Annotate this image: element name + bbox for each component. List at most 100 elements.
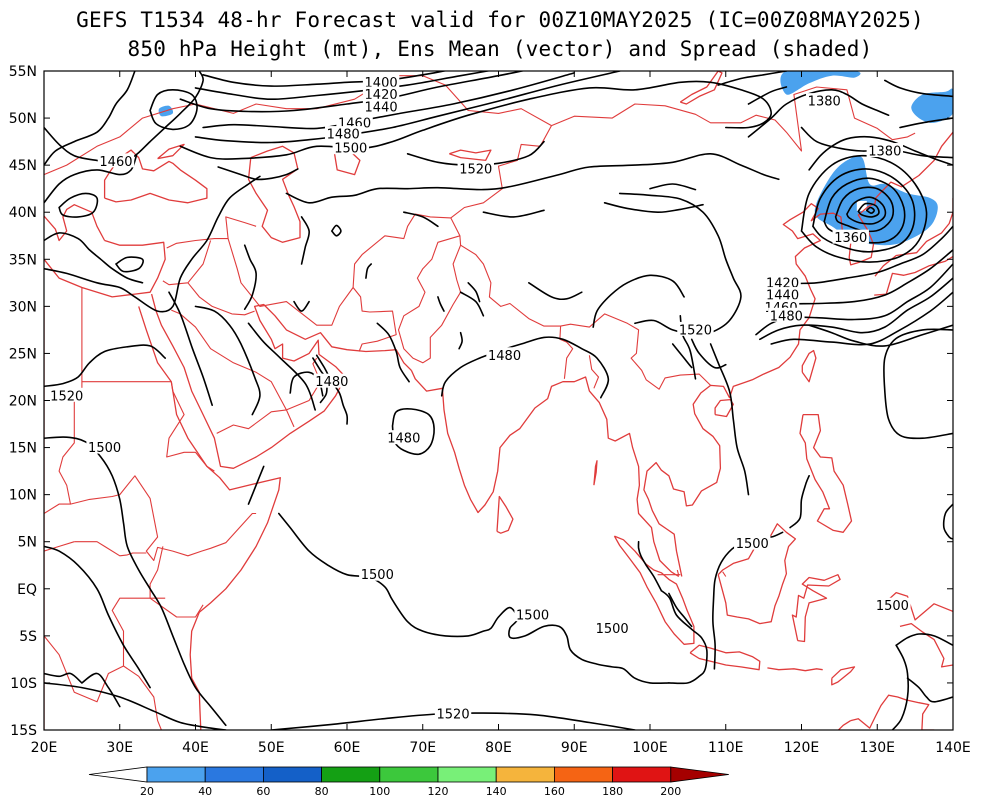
coastline — [791, 574, 841, 643]
height-contour — [44, 71, 136, 166]
contour-label: 1500 — [876, 599, 909, 614]
colorbar-label: 80 — [315, 785, 329, 798]
coastline — [613, 535, 695, 645]
height-contour — [58, 192, 99, 218]
height-contour — [459, 291, 485, 317]
country-border — [216, 357, 322, 434]
contour-label-bg — [514, 607, 551, 622]
contour-label-bg — [48, 387, 85, 402]
contour-label-layer: 1400142014401460148015001520146013801380… — [48, 74, 911, 722]
country-border — [162, 240, 212, 286]
height-contour — [44, 154, 138, 204]
lat-tick-label: 40N — [9, 205, 37, 221]
coastline — [767, 667, 823, 672]
contour-label: 1500 — [736, 537, 769, 552]
height-contour — [800, 126, 953, 159]
height-contour — [800, 154, 928, 263]
coastline — [850, 694, 935, 730]
height-contour — [217, 166, 299, 181]
height-contour — [44, 682, 227, 730]
country-border — [171, 309, 295, 428]
colorbar-swatch — [379, 766, 439, 783]
contour-label-bg — [486, 347, 523, 362]
lon-tick-label: 120E — [784, 740, 820, 756]
height-contour — [637, 540, 663, 592]
lat-tick-label: 25N — [9, 346, 37, 362]
country-border — [74, 541, 147, 557]
contour-label-bg — [768, 307, 805, 322]
colorbar-label: 120 — [428, 785, 449, 798]
lon-tick-label: 20E — [31, 740, 58, 756]
chart-title-line2: 850 hPa Height (mt), Ens Mean (vector) a… — [127, 37, 873, 61]
height-contour — [482, 209, 545, 218]
contour-label: 1500 — [361, 568, 394, 583]
coastline — [689, 644, 761, 671]
country-border — [559, 326, 574, 379]
lat-tick-label: 30N — [9, 299, 37, 315]
country-border — [58, 381, 257, 562]
height-contour — [592, 274, 685, 328]
lat-tick-label: 5N — [18, 535, 37, 551]
lon-tick-label: 40E — [182, 740, 209, 756]
colorbar-label: 140 — [486, 785, 507, 798]
height-contour — [883, 328, 953, 440]
contour-label: 1500 — [88, 441, 121, 456]
country-border — [149, 546, 204, 618]
coastline — [874, 211, 953, 277]
lat-tick-label: 20N — [9, 394, 37, 410]
coastline — [801, 349, 817, 383]
height-contour — [365, 263, 372, 279]
coastline-layer — [44, 71, 953, 730]
height-contour — [812, 168, 916, 253]
lon-tick-label: 140E — [935, 740, 971, 756]
coastline — [410, 370, 680, 578]
lat-tick-label: 10S — [10, 676, 37, 692]
height-contour — [712, 531, 784, 670]
height-contour — [834, 186, 895, 233]
height-contour — [668, 592, 693, 628]
coastline — [799, 413, 853, 533]
country-border — [397, 235, 462, 364]
colorbar-label: 40 — [198, 785, 212, 798]
contour-label: 1480 — [488, 349, 521, 364]
coastline — [44, 239, 166, 298]
colorbar-label: 180 — [602, 785, 623, 798]
lon-tick-label: 130E — [859, 740, 895, 756]
country-border — [722, 571, 727, 577]
height-contour — [789, 475, 810, 529]
lon-tick-label: 110E — [708, 740, 744, 756]
contour-label-bg — [866, 143, 904, 158]
contour-label-bg — [677, 321, 714, 336]
colorbar-label: 100 — [369, 785, 390, 798]
height-contour — [44, 344, 166, 388]
height-contour — [942, 503, 953, 540]
country-border — [44, 503, 71, 514]
height-contour — [243, 244, 257, 310]
lat-tick-label: 10N — [9, 488, 37, 504]
height-contour — [690, 338, 727, 369]
spread-shade-area — [814, 155, 938, 246]
country-border — [44, 75, 552, 176]
lat-tick-label: 15N — [9, 441, 37, 457]
lat-tick-label: 5S — [19, 629, 37, 645]
spread-shading-layer — [158, 71, 953, 246]
contour-label: 1500 — [596, 622, 629, 637]
height-contour — [315, 354, 349, 425]
contour-label: 1360 — [834, 231, 867, 246]
coastline — [874, 198, 953, 296]
chart-title-line1: GEFS T1534 48-hr Forecast valid for 00Z1… — [76, 8, 924, 32]
contour-label-bg — [86, 439, 123, 454]
spread-shade-area — [780, 71, 861, 95]
country-border — [44, 541, 75, 552]
height-contour — [391, 408, 435, 456]
contour-label-bg — [457, 160, 494, 175]
contour-label-bg — [434, 705, 472, 720]
lon-tick-label: 80E — [485, 740, 512, 756]
colorbar-low-triangle — [88, 766, 148, 783]
height-contour — [44, 545, 151, 689]
height-contour — [649, 183, 697, 191]
colorbar-swatch — [612, 766, 672, 783]
height-contour — [44, 672, 83, 684]
contour-label-bg — [362, 74, 400, 89]
